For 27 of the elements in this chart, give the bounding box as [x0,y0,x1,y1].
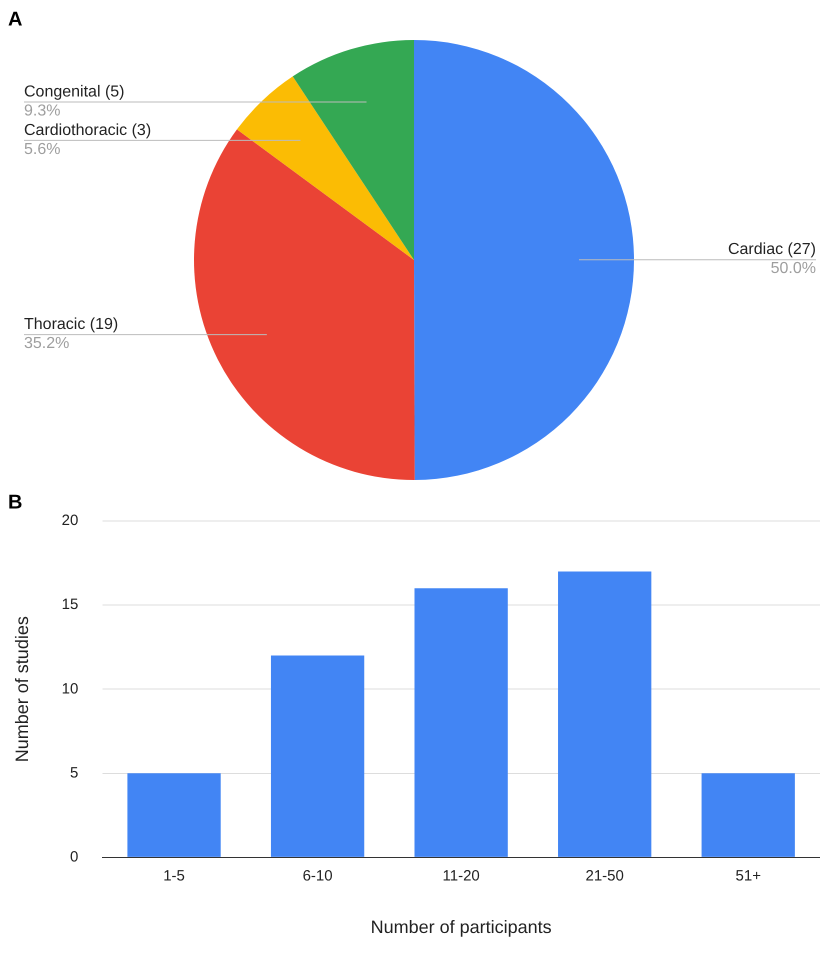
x-tick-label: 1-5 [163,868,185,885]
x-tick-label: 51+ [736,868,762,885]
bar [414,588,508,857]
y-tick-label: 5 [70,764,78,782]
chart-title: B [8,492,22,514]
data-label: 9.3% [24,102,60,120]
y-tick-label: 0 [70,848,78,866]
chart-title: A [8,8,22,31]
slice-label: Congenital (5) [24,83,124,100]
x-tick-label: 21-50 [586,868,624,885]
slice-label: Thoracic (19) [24,316,118,334]
data-label: 50.0% [770,260,816,278]
bar [702,773,795,857]
data-label: 35.2% [24,335,70,352]
slice-label: Cardiothoracic (3) [24,122,152,139]
bar [558,571,652,857]
y-tick-label: 20 [62,512,78,530]
y-tick-label: 10 [62,680,78,698]
x-axis-title: Number of participants [370,917,552,938]
slice-label: Cardiac (27) [728,241,816,258]
x-tick-label: 11-20 [442,868,480,885]
bar [270,656,364,857]
x-tick-label: 6-10 [302,868,333,885]
bar [127,773,221,857]
data-label: 5.6% [24,140,60,158]
y-axis-title: Number of studies [12,616,32,762]
y-tick-label: 15 [62,596,78,614]
